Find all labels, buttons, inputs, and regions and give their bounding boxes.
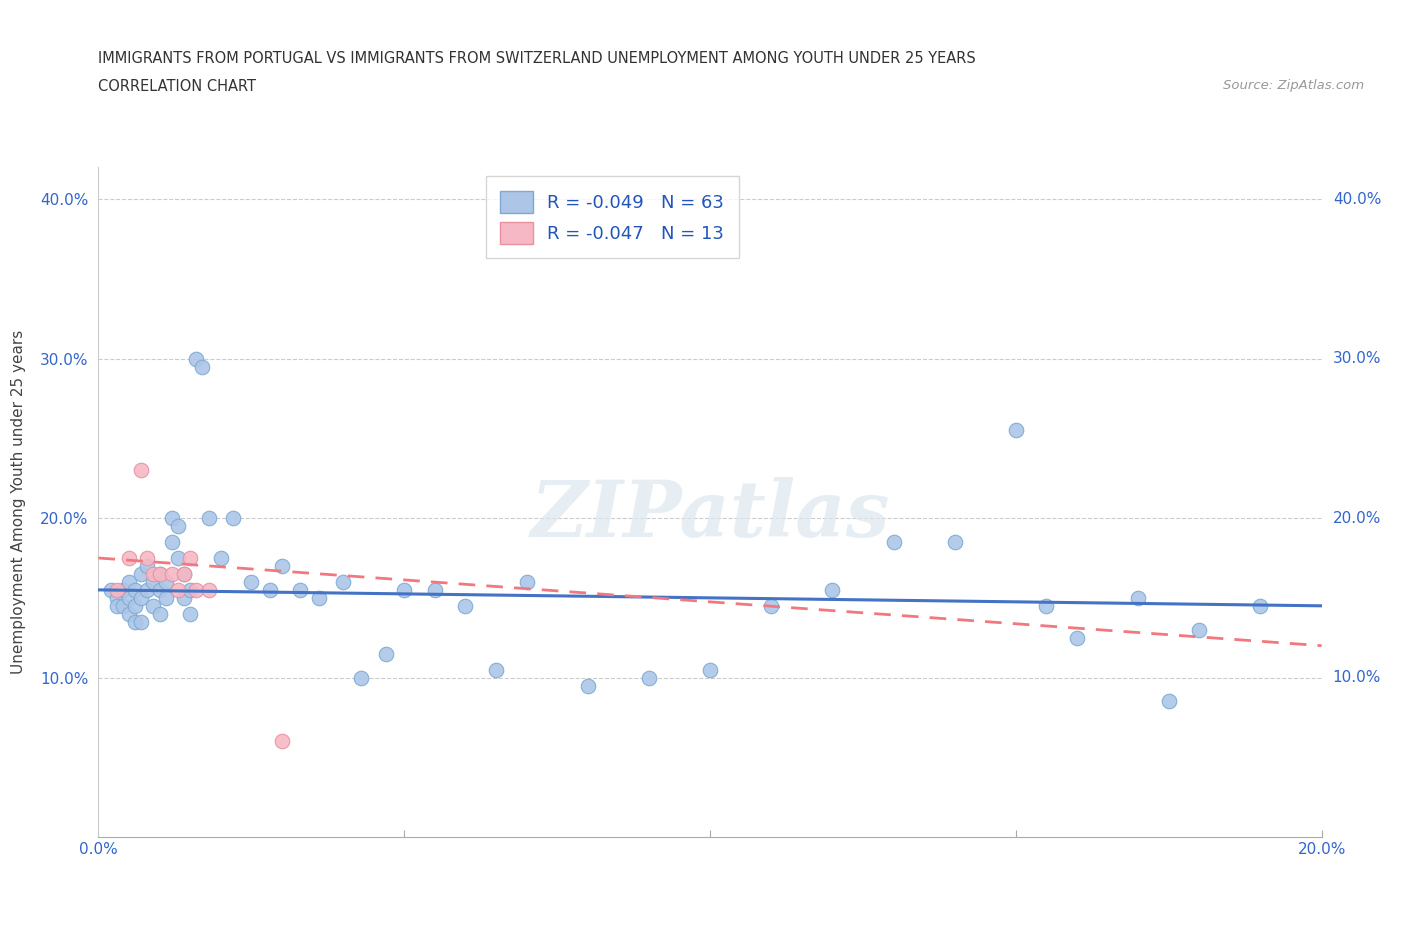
Point	[155, 591, 177, 605]
Point	[699, 662, 721, 677]
Point	[136, 582, 159, 597]
Point	[374, 646, 396, 661]
Point	[179, 582, 201, 597]
Point	[1128, 591, 1150, 605]
Point	[240, 575, 263, 590]
Point	[197, 582, 219, 597]
Point	[149, 582, 172, 597]
Point	[392, 582, 416, 597]
Point	[270, 559, 292, 574]
Point	[1188, 622, 1211, 637]
Point	[118, 591, 141, 605]
Point	[222, 511, 245, 525]
Point	[173, 566, 195, 581]
Point	[100, 582, 122, 597]
Point	[149, 566, 172, 581]
Point	[167, 582, 190, 597]
Point	[186, 352, 208, 366]
Point	[454, 598, 477, 613]
Point	[111, 598, 134, 613]
Point	[149, 606, 172, 621]
Point	[105, 582, 128, 597]
Point	[179, 551, 201, 565]
Point	[637, 671, 661, 685]
Point	[149, 566, 172, 581]
Point	[1004, 423, 1026, 438]
Point	[118, 575, 141, 590]
Point	[1035, 598, 1057, 613]
Point	[186, 582, 208, 597]
Point	[118, 606, 141, 621]
Point	[179, 606, 201, 621]
Point	[1157, 694, 1180, 709]
Point	[129, 591, 152, 605]
Point	[118, 551, 141, 565]
Text: Source: ZipAtlas.com: Source: ZipAtlas.com	[1223, 79, 1364, 92]
Point	[350, 671, 373, 685]
Point	[759, 598, 782, 613]
Point	[167, 551, 190, 565]
Point	[308, 591, 330, 605]
Point	[129, 615, 152, 630]
Point	[142, 598, 165, 613]
Point	[516, 575, 538, 590]
Point	[191, 359, 214, 374]
Text: 20.0%: 20.0%	[1333, 511, 1381, 525]
Text: 30.0%: 30.0%	[1333, 352, 1381, 366]
Point	[111, 582, 134, 597]
Point	[1066, 631, 1088, 645]
Point	[142, 575, 165, 590]
Point	[1249, 598, 1271, 613]
Point	[209, 551, 232, 565]
Point	[105, 598, 128, 613]
Point	[485, 662, 508, 677]
Point	[173, 591, 195, 605]
Point	[142, 566, 165, 581]
Point	[943, 535, 966, 550]
Point	[105, 591, 128, 605]
Point	[160, 535, 183, 550]
Point	[290, 582, 312, 597]
Text: ZIPatlas: ZIPatlas	[530, 477, 890, 554]
Point	[259, 582, 281, 597]
Point	[129, 566, 152, 581]
Point	[821, 582, 844, 597]
Point	[423, 582, 446, 597]
Point	[124, 582, 146, 597]
Point	[173, 566, 195, 581]
Point	[167, 519, 190, 534]
Point	[136, 559, 159, 574]
Point	[124, 598, 146, 613]
Point	[129, 463, 152, 478]
Text: CORRELATION CHART: CORRELATION CHART	[98, 79, 256, 94]
Point	[332, 575, 354, 590]
Point	[160, 566, 183, 581]
Text: 40.0%: 40.0%	[1333, 192, 1381, 206]
Text: 10.0%: 10.0%	[1333, 671, 1381, 685]
Y-axis label: Unemployment Among Youth under 25 years: Unemployment Among Youth under 25 years	[11, 330, 27, 674]
Point	[197, 511, 219, 525]
Point	[136, 551, 159, 565]
Point	[883, 535, 905, 550]
Point	[160, 511, 183, 525]
Point	[124, 615, 146, 630]
Point	[576, 678, 599, 693]
Point	[155, 575, 177, 590]
Point	[270, 734, 292, 749]
Text: IMMIGRANTS FROM PORTUGAL VS IMMIGRANTS FROM SWITZERLAND UNEMPLOYMENT AMONG YOUTH: IMMIGRANTS FROM PORTUGAL VS IMMIGRANTS F…	[98, 51, 976, 66]
